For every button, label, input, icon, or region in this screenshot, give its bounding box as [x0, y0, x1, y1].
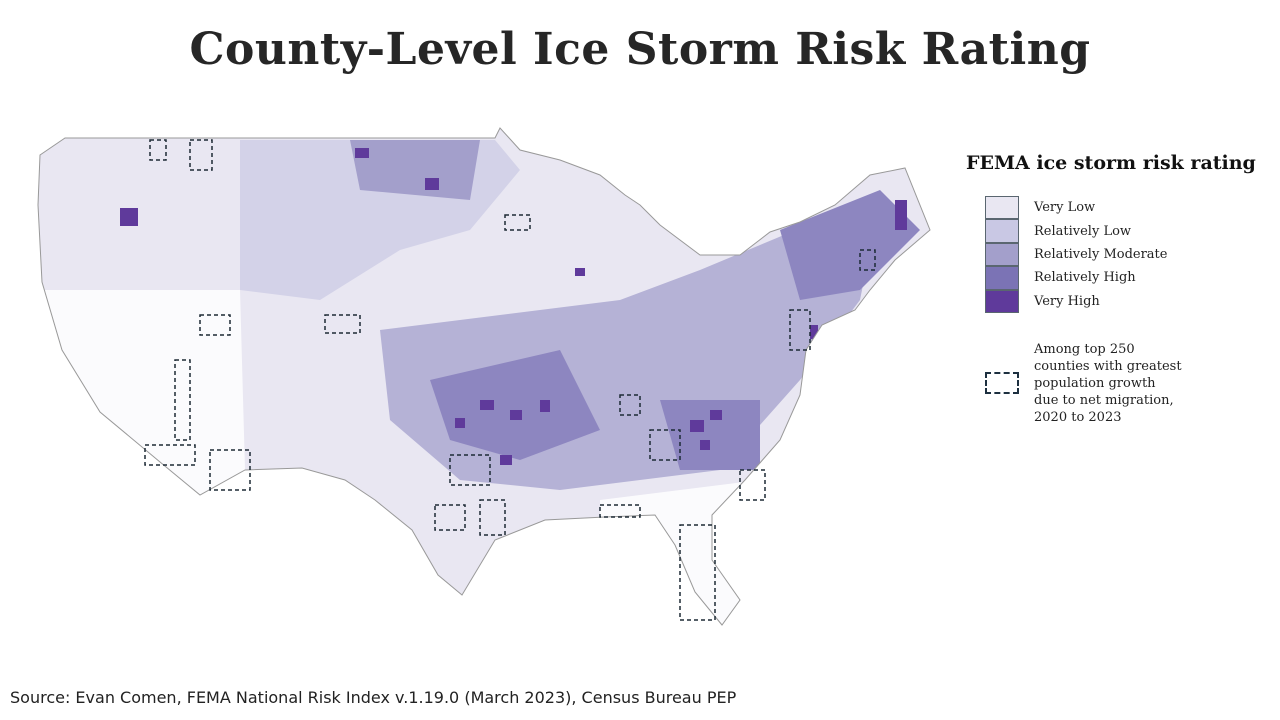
oklahoma-arkansas-region [430, 350, 600, 460]
legend-item-very-low: Very Low [966, 196, 1266, 220]
legend-title: FEMA ice storm risk rating [966, 152, 1256, 174]
legend-item-relatively-high: Relatively High [966, 266, 1266, 290]
legend-swatch [985, 196, 1019, 220]
very-high-counties [120, 148, 907, 465]
legend-label: Relatively High [1034, 270, 1136, 286]
legend-item-very-high: Very High [966, 289, 1266, 313]
legend-label: Relatively Low [1034, 223, 1132, 239]
carolinas-region [660, 400, 760, 470]
chart-title: County-Level Ice Storm Risk Rating [189, 24, 1091, 75]
migration-counties [144, 139, 876, 621]
north-dakota-region [350, 140, 480, 200]
legend: FEMA ice storm risk rating Very Low Rela… [966, 152, 1266, 426]
us-county-map [37, 127, 931, 626]
legend-swatch [985, 242, 1019, 267]
legend-swatch [985, 266, 1019, 290]
no-rating-region [40, 290, 245, 495]
legend-item-migration: Among top 250 counties with greatest pop… [966, 341, 1266, 426]
northeast-region [780, 190, 920, 300]
legend-label: Relatively Moderate [1034, 246, 1168, 262]
source-note: Source: Evan Comen, FEMA National Risk I… [10, 688, 737, 707]
dashed-outline-swatch [985, 372, 1019, 395]
legend-label: Very Low [1034, 200, 1096, 216]
legend-item-relatively-low: Relatively Low [966, 219, 1266, 243]
legend-swatch [985, 219, 1019, 243]
us-outline [37, 127, 931, 626]
legend-swatch [985, 289, 1019, 313]
legend-label: Very High [1034, 293, 1100, 309]
legend-label: Among top 250 counties with greatest pop… [1034, 341, 1182, 425]
legend-item-relatively-moderate: Relatively Moderate [966, 242, 1266, 267]
